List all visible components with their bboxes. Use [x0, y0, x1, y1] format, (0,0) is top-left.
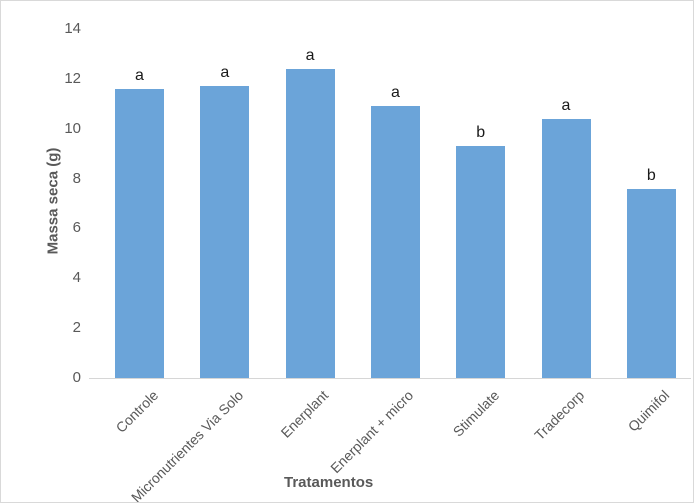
bar — [115, 88, 164, 378]
bar — [456, 146, 506, 378]
y-tick-label: 6 — [72, 219, 81, 237]
bar-significance-letter: a — [561, 96, 571, 114]
bar-significance-letter: b — [476, 124, 486, 142]
bar — [200, 86, 250, 378]
y-tick-label: 2 — [72, 319, 81, 337]
y-tick-label: 14 — [64, 20, 81, 37]
x-axis-line — [89, 378, 691, 379]
x-category-label: Quimifol — [624, 387, 673, 435]
bar-significance-letter: a — [305, 46, 315, 64]
bar-significance-letter: b — [646, 166, 656, 184]
y-tick-label: 0 — [72, 369, 81, 386]
y-tick-label: 12 — [64, 69, 81, 87]
y-axis-title: Massa seca (g) — [44, 147, 62, 255]
x-axis-title: Tratamentos — [284, 474, 374, 491]
bar — [541, 118, 591, 378]
bar — [626, 188, 676, 378]
bar — [285, 68, 335, 378]
bar-significance-letter: a — [135, 66, 144, 84]
y-tick-label: 10 — [64, 119, 81, 137]
bar — [370, 106, 420, 378]
y-tick-label: 4 — [72, 269, 81, 287]
bar-significance-letter: a — [390, 84, 400, 102]
y-tick-label: 8 — [72, 169, 81, 187]
bar-significance-letter: a — [220, 64, 230, 82]
